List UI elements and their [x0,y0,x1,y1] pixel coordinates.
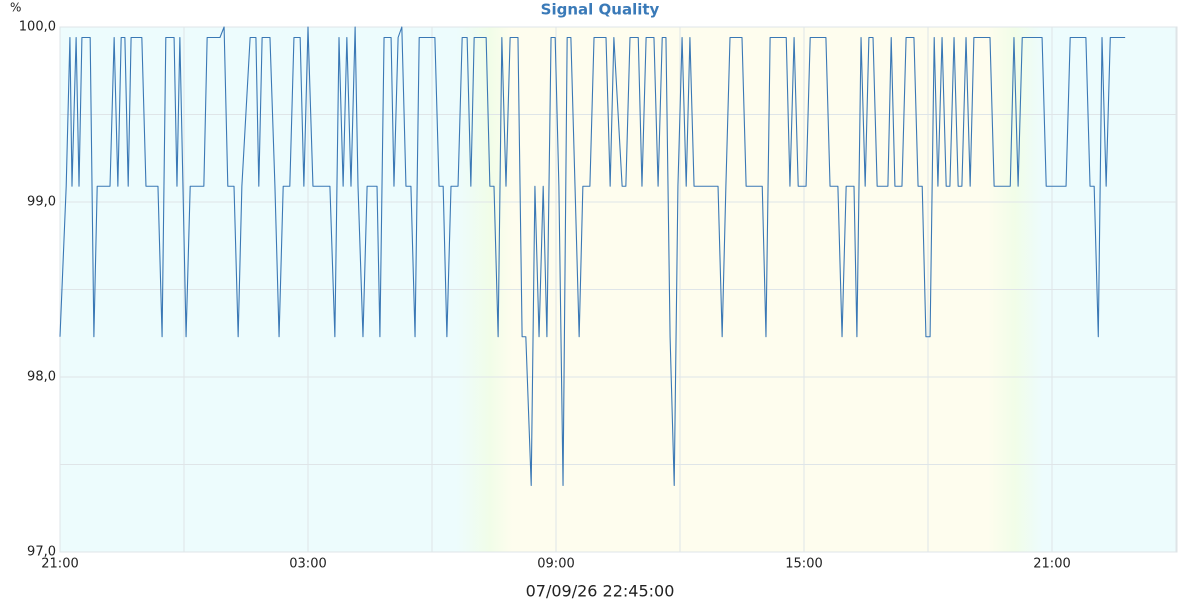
x-tick-label: 09:00 [537,557,574,572]
timestamp: 07/09/26 22:45:00 [526,582,675,601]
y-tick-label: 98,0 [27,370,56,385]
x-tick-label: 21:00 [1033,557,1070,572]
signal-line [59,26,1126,487]
y-tick-label: 100,0 [19,20,56,35]
x-tick-label: 21:00 [41,557,78,572]
y-unit: % [10,1,21,15]
x-tick-label: 03:00 [289,557,326,572]
chart-title: Signal Quality [541,1,660,19]
x-tick-label: 15:00 [785,557,822,572]
y-tick-label: 97,0 [27,545,56,560]
y-tick-label: 99,0 [27,195,56,210]
